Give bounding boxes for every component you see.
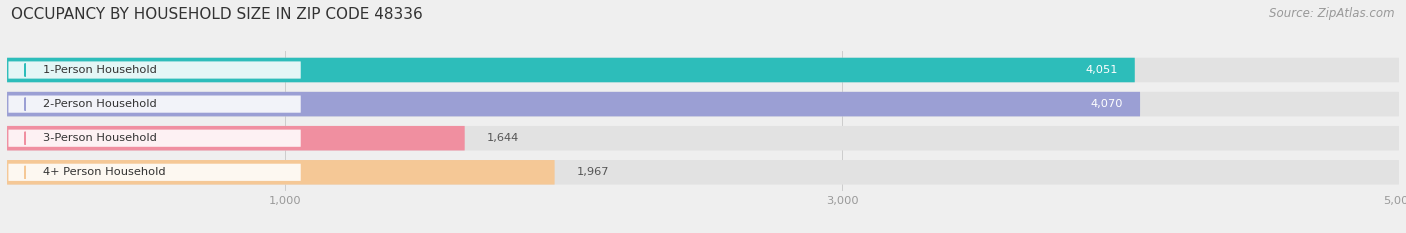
Text: 1,967: 1,967	[576, 167, 609, 177]
FancyBboxPatch shape	[8, 164, 301, 181]
Text: OCCUPANCY BY HOUSEHOLD SIZE IN ZIP CODE 48336: OCCUPANCY BY HOUSEHOLD SIZE IN ZIP CODE …	[11, 7, 423, 22]
FancyBboxPatch shape	[7, 58, 1135, 82]
Text: 1-Person Household: 1-Person Household	[44, 65, 157, 75]
FancyBboxPatch shape	[7, 126, 465, 151]
Text: 2-Person Household: 2-Person Household	[44, 99, 157, 109]
FancyBboxPatch shape	[8, 130, 301, 147]
Text: 4+ Person Household: 4+ Person Household	[44, 167, 166, 177]
Text: Source: ZipAtlas.com: Source: ZipAtlas.com	[1270, 7, 1395, 20]
FancyBboxPatch shape	[7, 160, 1399, 185]
FancyBboxPatch shape	[8, 96, 301, 113]
FancyBboxPatch shape	[7, 92, 1140, 116]
Text: 3-Person Household: 3-Person Household	[44, 133, 157, 143]
FancyBboxPatch shape	[7, 160, 554, 185]
Text: 4,051: 4,051	[1085, 65, 1118, 75]
Text: 1,644: 1,644	[486, 133, 519, 143]
Text: 4,070: 4,070	[1091, 99, 1123, 109]
FancyBboxPatch shape	[7, 126, 1399, 151]
FancyBboxPatch shape	[7, 92, 1399, 116]
FancyBboxPatch shape	[8, 62, 301, 79]
FancyBboxPatch shape	[7, 58, 1399, 82]
